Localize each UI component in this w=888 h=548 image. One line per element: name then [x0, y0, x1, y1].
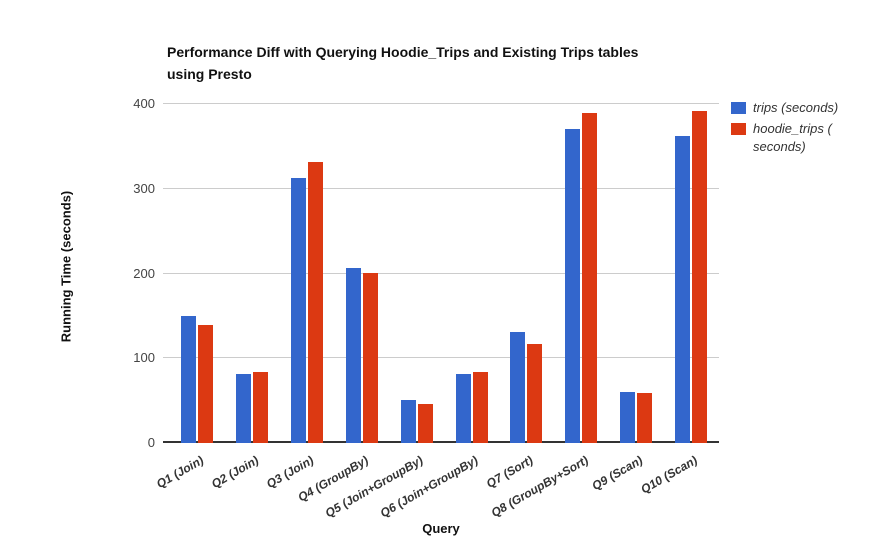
- bar-trips-q1: [181, 315, 196, 443]
- x-category-label: Q2 (Join): [208, 453, 261, 492]
- bar-hoodie-trips-q5: [417, 404, 433, 443]
- bar-trips-q5: [400, 399, 416, 443]
- bar-trips-q2: [235, 374, 251, 443]
- y-tick-label: 300: [133, 181, 155, 196]
- y-tick-label: 0: [147, 435, 155, 450]
- chart-title-line: using Presto: [167, 66, 252, 82]
- bar-hoodie-trips-q4: [362, 272, 378, 443]
- y-tick-label: 200: [133, 266, 155, 281]
- gridline: [163, 273, 719, 274]
- bar-hoodie-trips-q3: [307, 161, 323, 443]
- bar-hoodie-trips-q10: [692, 110, 708, 443]
- legend-label: hoodie_trips (seconds): [753, 121, 832, 154]
- gridline: [163, 188, 719, 189]
- bar-hoodie-trips-q8: [582, 112, 598, 443]
- bar-trips-q8: [565, 129, 581, 443]
- y-tick-label: 400: [133, 96, 155, 111]
- x-category-label: Q1 (Join): [153, 453, 206, 492]
- legend-swatch: [731, 102, 746, 114]
- x-category-label: Q9 (Scan): [589, 453, 646, 494]
- bar-hoodie-trips-q7: [527, 343, 543, 443]
- chart-title-line: Performance Diff with Querying Hoodie_Tr…: [167, 44, 639, 60]
- bar-trips-q9: [620, 392, 636, 443]
- legend-swatch: [731, 123, 746, 135]
- bar-trips-q7: [510, 332, 526, 443]
- bar-trips-q4: [345, 267, 361, 443]
- gridline: [163, 103, 719, 104]
- legend-entry: trips (seconds): [731, 99, 838, 117]
- x-category-label: Q8 (GroupBy+Sort): [488, 453, 591, 520]
- x-axis-baseline: [163, 441, 719, 443]
- bar-hoodie-trips-q6: [472, 371, 488, 443]
- y-axis-title: Running Time (seconds): [58, 190, 74, 343]
- legend-label: trips (seconds): [753, 100, 839, 115]
- y-tick-label: 100: [133, 350, 155, 365]
- x-category-label: Q6 (Join+GroupBy): [377, 453, 481, 521]
- chart-title: Performance Diff with Querying Hoodie_Tr…: [167, 41, 638, 85]
- x-category-label: Q10 (Scan): [638, 453, 701, 497]
- x-category-label: Q5 (Join+GroupBy): [323, 453, 426, 521]
- legend: trips (seconds) hoodie_trips (seconds): [731, 99, 838, 159]
- legend-entry: hoodie_trips (seconds): [731, 120, 838, 156]
- bar-trips-q3: [290, 177, 306, 443]
- bar-trips-q6: [455, 374, 471, 443]
- x-axis-title: Query: [422, 521, 460, 536]
- bar-hoodie-trips-q2: [252, 371, 268, 443]
- gridline: [163, 357, 719, 358]
- bar-hoodie-trips-q1: [198, 325, 213, 443]
- bar-trips-q10: [675, 136, 691, 443]
- bar-hoodie-trips-q9: [637, 393, 653, 443]
